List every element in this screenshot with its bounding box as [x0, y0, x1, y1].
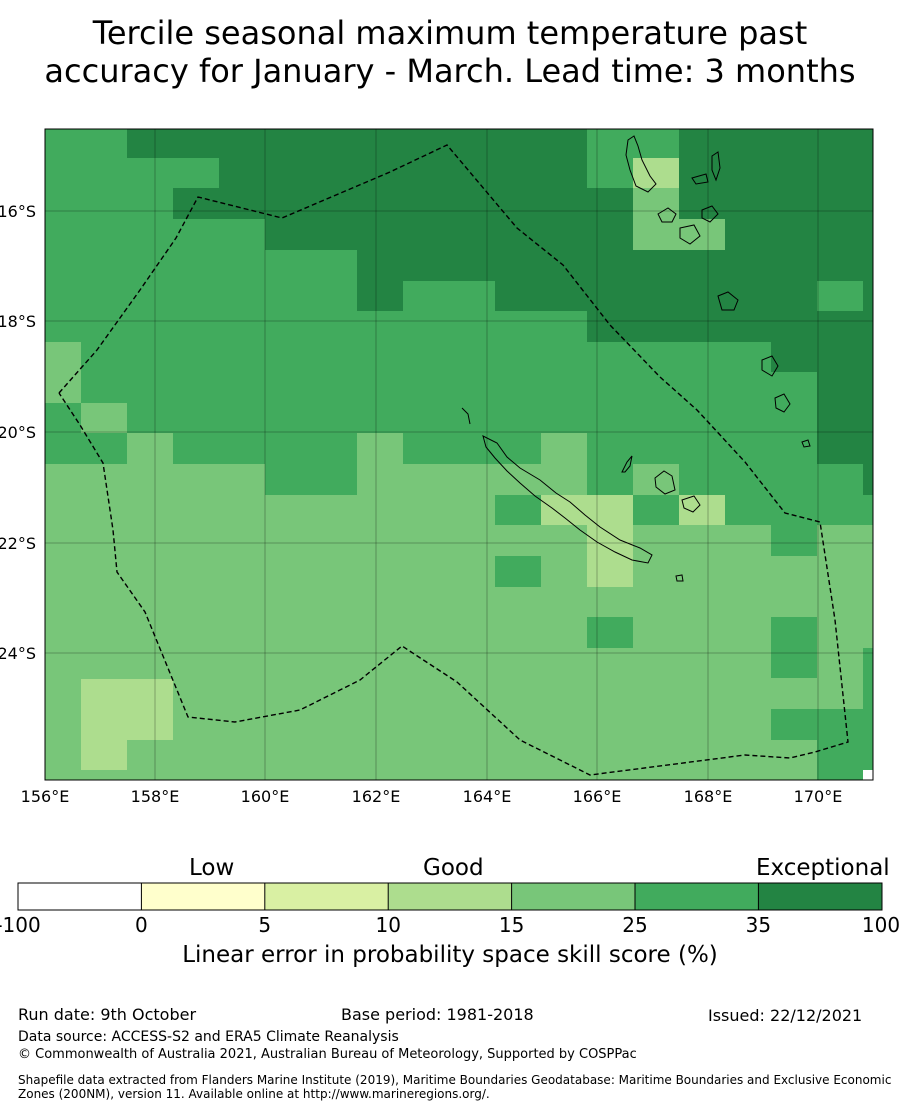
copyright: © Commonwealth of Australia 2021, Austra… [18, 1047, 637, 1062]
lon-labels: 156°E 158°E 160°E 162°E 164°E 166°E 168°… [21, 787, 843, 806]
ouvea-island [621, 455, 633, 473]
data-source: Data source: ACCESS-S2 and ERA5 Climate … [18, 1029, 399, 1045]
chesterfield-islets [461, 407, 471, 425]
ambrym [691, 173, 709, 185]
efate [679, 224, 701, 245]
map-title: Tercile seasonal maximum temperature pas… [0, 14, 900, 90]
colorbar-ticks: -100 0 5 10 15 25 35 100 [0, 913, 900, 937]
lat-label-24s: 24°S [0, 644, 36, 663]
cells-skill-25-35-patches [495, 129, 873, 780]
new-caledonia-island [482, 435, 653, 564]
lon-label-160e: 160°E [241, 787, 290, 806]
espiritu-santo [625, 135, 657, 193]
malakula [657, 207, 677, 223]
graticule [45, 129, 873, 780]
mare-island [681, 495, 701, 513]
aneityum [774, 393, 791, 413]
cells-skill-10-15 [81, 158, 725, 770]
colorbar-tick: 100 [862, 913, 900, 937]
colorbar-swatch-5 [511, 883, 635, 910]
colorbar: -100 0 5 10 15 25 35 100 [0, 882, 900, 937]
colorbar-tick: 25 [622, 913, 647, 937]
erromango [717, 291, 739, 311]
category-low: Low [189, 855, 235, 881]
lon-label-168e: 168°E [684, 787, 733, 806]
matthew-island [801, 439, 811, 448]
colorbar-swatch-4 [388, 883, 512, 910]
issued-date: Issued: 22/12/2021 [708, 1006, 863, 1025]
lon-label-162e: 162°E [352, 787, 401, 806]
colorbar-swatch-6 [635, 883, 759, 910]
map-frame [44, 128, 874, 781]
colorbar-swatch-2 [141, 883, 265, 910]
lat-label-16s: 16°S [0, 202, 36, 221]
lon-label-156e: 156°E [21, 787, 70, 806]
colorbar-tick: 15 [499, 913, 524, 937]
base-period: Base period: 1981-2018 [341, 1005, 534, 1024]
lon-label-166e: 166°E [573, 787, 622, 806]
lon-label-158e: 158°E [131, 787, 180, 806]
colorbar-tick: 5 [258, 913, 271, 937]
lifou-island [654, 470, 676, 495]
title-line-1: Tercile seasonal maximum temperature pas… [92, 14, 808, 52]
run-date: Run date: 9th October [18, 1005, 197, 1024]
colorbar-swatch-7 [758, 883, 882, 910]
title-line-2: accuracy for January - March. Lead time:… [44, 52, 856, 90]
colorbar-tick: 35 [746, 913, 771, 937]
category-good: Good [423, 855, 484, 881]
colorbar-label: Linear error in probability space skill … [182, 942, 718, 968]
map-area [45, 129, 873, 780]
colorbar-swatch-1 [18, 883, 142, 910]
pentecost [711, 151, 721, 182]
shapefile-line-2: Zones (200NM), version 11. Available onl… [18, 1087, 490, 1101]
colorbar-tick: 10 [375, 913, 400, 937]
shapefile-line-1: Shapefile data extracted from Flanders M… [18, 1073, 892, 1087]
lon-label-170e: 170°E [794, 787, 843, 806]
lat-label-20s: 20°S [0, 423, 36, 442]
eez-boundary [58, 144, 849, 776]
lon-label-164e: 164°E [463, 787, 512, 806]
tanna [761, 355, 779, 377]
lat-label-22s: 22°S [0, 534, 36, 553]
colorbar-swatch-3 [264, 883, 389, 910]
colorbar-tick: 0 [135, 913, 148, 937]
cells-skill-15-25-patches [45, 188, 725, 433]
coastlines [461, 135, 811, 582]
cell-no-data [863, 770, 873, 780]
category-exceptional: Exceptional [756, 855, 890, 881]
lat-label-18s: 18°S [0, 312, 36, 331]
ile-des-pins [675, 574, 684, 582]
colorbar-tick: -100 [0, 913, 41, 937]
epi-shepherd [701, 205, 719, 223]
lat-labels: 16°S 18°S 20°S 22°S 24°S [0, 202, 36, 663]
